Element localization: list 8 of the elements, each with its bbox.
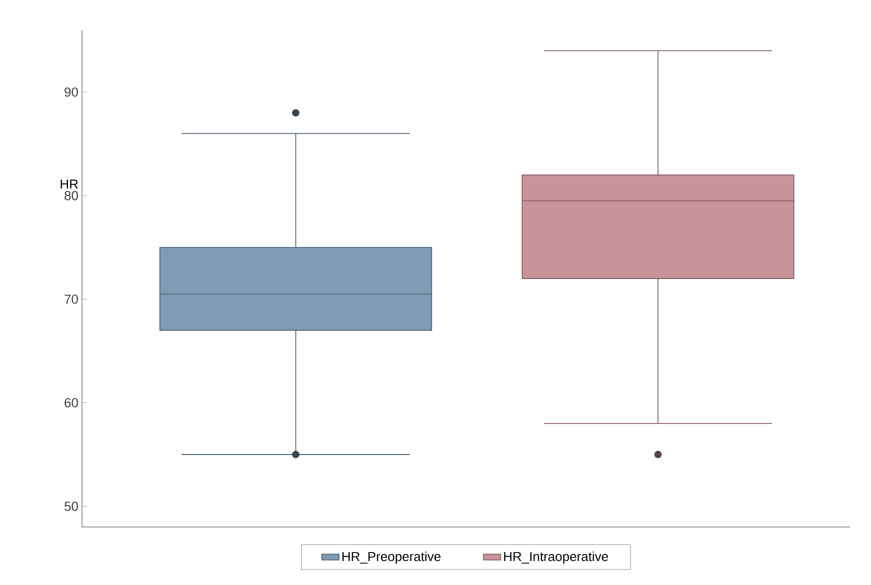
y-tick-label: 50 — [64, 502, 78, 511]
legend-label: HR_Intraoperative — [504, 552, 608, 564]
legend-label: HR_Preoperative — [342, 552, 441, 564]
y-tick-label: 80 — [64, 191, 78, 200]
y-tick-label: 60 — [64, 398, 78, 408]
y-axis-title: HR — [60, 180, 78, 189]
y-tick-label: 90 — [64, 88, 78, 97]
y-tick-label: 70 — [64, 294, 78, 304]
